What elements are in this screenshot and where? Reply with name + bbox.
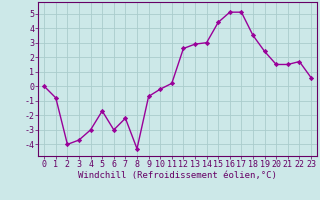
X-axis label: Windchill (Refroidissement éolien,°C): Windchill (Refroidissement éolien,°C): [78, 171, 277, 180]
